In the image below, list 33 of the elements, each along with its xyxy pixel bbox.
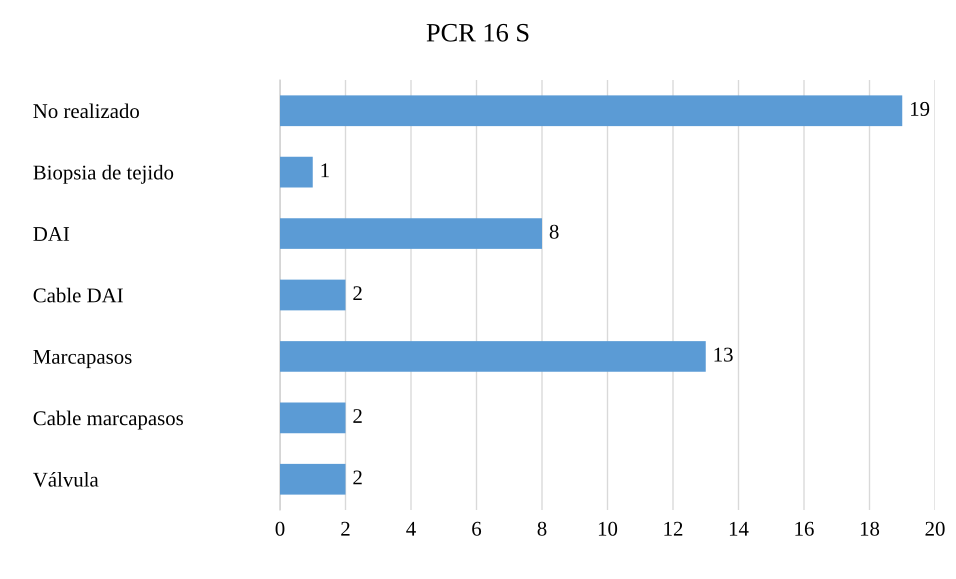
data-label: 2: [353, 409, 362, 423]
bar: [280, 280, 346, 310]
data-label: 8: [550, 224, 559, 239]
y-tick-label: Marcapasos: [33, 350, 132, 368]
y-tick-label: Cable marcapasos: [34, 410, 184, 430]
x-tick-label: 2: [341, 522, 350, 536]
x-tick-label: 14: [730, 522, 749, 536]
data-label: 1: [322, 163, 329, 178]
x-tick-label: 10: [598, 522, 618, 536]
x-tick-label: 18: [860, 522, 880, 536]
x-tick-label: 12: [664, 522, 682, 536]
x-tick-label: 20: [926, 522, 945, 536]
y-tick-label: Cable DAI: [34, 288, 123, 302]
x-tick-label: 8: [538, 522, 546, 536]
bar: [280, 464, 346, 495]
x-tick-label: 6: [472, 522, 482, 536]
bar: [280, 156, 313, 188]
bar: [280, 218, 542, 249]
y-tick-label: DAI: [33, 227, 70, 241]
data-label: 19: [911, 102, 930, 116]
chart-title: PCR 16 S: [426, 24, 528, 42]
bar: [280, 402, 346, 434]
y-tick-label: Biopsia de tejido: [33, 164, 174, 184]
data-label: 13: [714, 348, 733, 362]
x-tick-label: 16: [795, 522, 814, 536]
bar: [280, 95, 902, 126]
y-tick-label: Válvula: [33, 472, 98, 487]
data-label: 2: [353, 286, 362, 300]
y-tick-label: No realizado: [33, 103, 139, 118]
bar: [280, 341, 706, 372]
x-tick-label: 0: [276, 522, 284, 536]
x-tick-label: 4: [406, 522, 416, 536]
data-label: 2: [353, 470, 362, 484]
